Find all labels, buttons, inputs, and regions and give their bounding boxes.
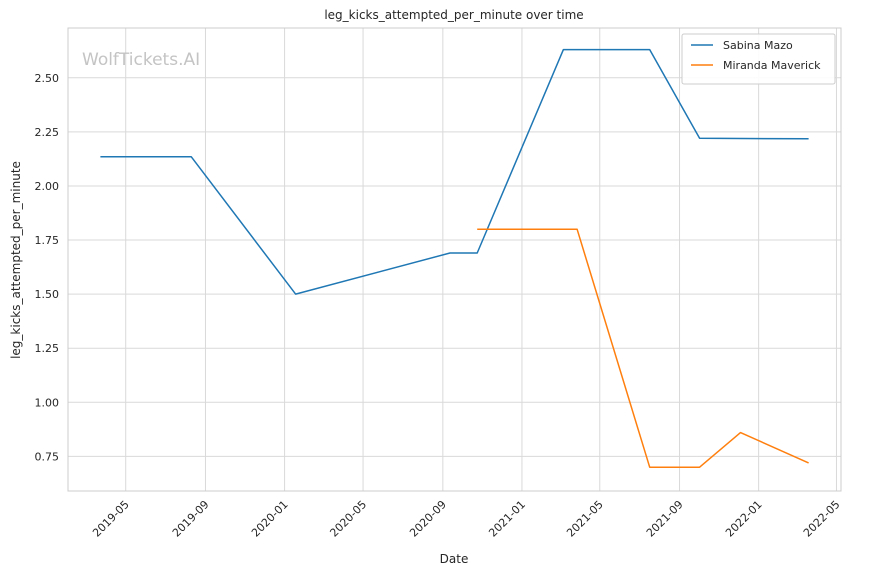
y-tick-label: 1.75 — [35, 234, 60, 247]
series-lines — [100, 48, 809, 468]
plot-area-frame — [67, 27, 842, 492]
legend-label: Sabina Mazo — [723, 39, 793, 52]
chart-title: leg_kicks_attempted_per_minute over time — [324, 8, 583, 22]
y-tick-label: 0.75 — [35, 450, 60, 463]
series-line-miranda-maverick — [477, 228, 809, 468]
y-tick-label: 1.50 — [35, 288, 60, 301]
y-axis-ticks: 0.75 1.00 1.25 1.50 1.75 2.00 2.25 2.50 — [35, 72, 60, 464]
legend-box — [681, 33, 836, 85]
series-line-sabina-mazo — [100, 48, 809, 295]
y-tick-label: 2.00 — [35, 180, 60, 193]
grid-lines — [68, 28, 841, 491]
y-axis-title: leg_kicks_attempted_per_minute — [9, 161, 23, 359]
y-tick-label: 2.25 — [35, 126, 60, 139]
y-tick-label: 1.25 — [35, 342, 60, 355]
y-tick-label: 1.00 — [35, 396, 60, 409]
y-tick-label: 2.50 — [35, 72, 60, 85]
legend: Sabina Mazo Miranda Maverick — [681, 33, 836, 85]
legend-label: Miranda Maverick — [723, 59, 821, 72]
watermark: WolfTickets.AI — [82, 50, 200, 70]
x-axis-title: Date — [440, 552, 469, 566]
